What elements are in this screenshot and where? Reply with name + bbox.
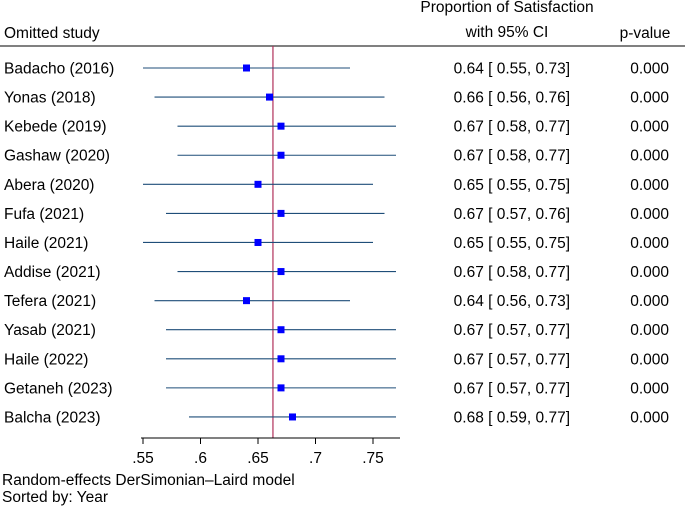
point-estimate-marker (254, 238, 262, 246)
p-value-text: 0.000 (630, 293, 669, 310)
p-value-text: 0.000 (630, 177, 669, 194)
effect-ci-text: 0.67 [ 0.57, 0.76] (454, 206, 570, 223)
study-label: Yasab (2021) (4, 322, 96, 339)
point-estimate-marker (243, 297, 250, 305)
effect-ci-text: 0.66 [ 0.56, 0.76] (454, 90, 570, 107)
sort-note: Sorted by: Year (2, 489, 108, 506)
study-label: Haile (2021) (4, 235, 88, 252)
effect-ci-text: 0.64 [ 0.55, 0.73] (454, 61, 570, 78)
study-label: Yonas (2018) (4, 90, 96, 107)
study-label: Balcha (2023) (4, 409, 101, 426)
p-value-text: 0.000 (630, 148, 669, 165)
p-value-text: 0.000 (630, 61, 669, 78)
study-label: Badacho (2016) (4, 61, 114, 78)
point-estimate-marker (277, 384, 285, 392)
point-estimate-marker (254, 180, 262, 188)
point-estimate-marker (289, 413, 296, 421)
x-tick-label: .55 (132, 450, 154, 467)
point-estimate-marker (277, 122, 285, 130)
effect-ci-text: 0.65 [ 0.55, 0.75] (454, 177, 570, 194)
effect-ci-text: 0.67 [ 0.58, 0.77] (454, 264, 570, 281)
effect-ci-text: 0.67 [ 0.57, 0.77] (454, 322, 570, 339)
point-estimate-marker (277, 151, 285, 159)
p-value-text: 0.000 (630, 409, 669, 426)
study-label: Gashaw (2020) (4, 148, 110, 165)
effect-ci-text: 0.67 [ 0.57, 0.77] (454, 351, 570, 368)
effect-ci-text: 0.67 [ 0.57, 0.77] (454, 380, 570, 397)
study-label: Addise (2021) (4, 264, 101, 281)
point-estimate-marker (266, 93, 273, 101)
study-label: Getaneh (2023) (4, 380, 113, 397)
header-omitted-study: Omitted study (4, 25, 100, 42)
header-effect-line2: with 95% CI (465, 24, 549, 41)
effect-ci-text: 0.65 [ 0.55, 0.75] (454, 235, 570, 252)
point-estimate-marker (277, 355, 285, 363)
p-value-text: 0.000 (630, 351, 669, 368)
point-estimate-marker (277, 268, 285, 276)
p-value-text: 0.000 (630, 119, 669, 136)
effect-ci-text: 0.68 [ 0.59, 0.77] (454, 409, 570, 426)
study-label: Abera (2020) (4, 177, 94, 194)
x-tick-label: .6 (194, 450, 207, 467)
header-p-value: p-value (620, 25, 671, 42)
point-estimate-marker (277, 209, 285, 217)
p-value-text: 0.000 (630, 264, 669, 281)
x-tick-label: .75 (362, 450, 384, 467)
model-note: Random-effects DerSimonian–Laird model (2, 472, 295, 489)
study-label: Kebede (2019) (4, 119, 107, 136)
p-value-text: 0.000 (630, 235, 669, 252)
point-estimate-marker (277, 326, 285, 334)
p-value-text: 0.000 (630, 206, 669, 223)
study-label: Haile (2022) (4, 351, 88, 368)
study-label: Fufa (2021) (4, 206, 84, 223)
effect-ci-text: 0.64 [ 0.56, 0.73] (454, 293, 570, 310)
effect-ci-text: 0.67 [ 0.58, 0.77] (454, 148, 570, 165)
point-estimate-marker (243, 64, 250, 72)
p-value-text: 0.000 (630, 380, 669, 397)
forest-plot: Omitted study Proportion of Satisfaction… (0, 0, 685, 467)
p-value-text: 0.000 (630, 90, 669, 107)
header-effect-line1: Proportion of Satisfaction (420, 0, 593, 16)
study-label: Tefera (2021) (4, 293, 96, 310)
x-tick-label: .65 (247, 450, 269, 467)
p-value-text: 0.000 (630, 322, 669, 339)
x-tick-label: .7 (309, 450, 322, 467)
effect-ci-text: 0.67 [ 0.58, 0.77] (454, 119, 570, 136)
